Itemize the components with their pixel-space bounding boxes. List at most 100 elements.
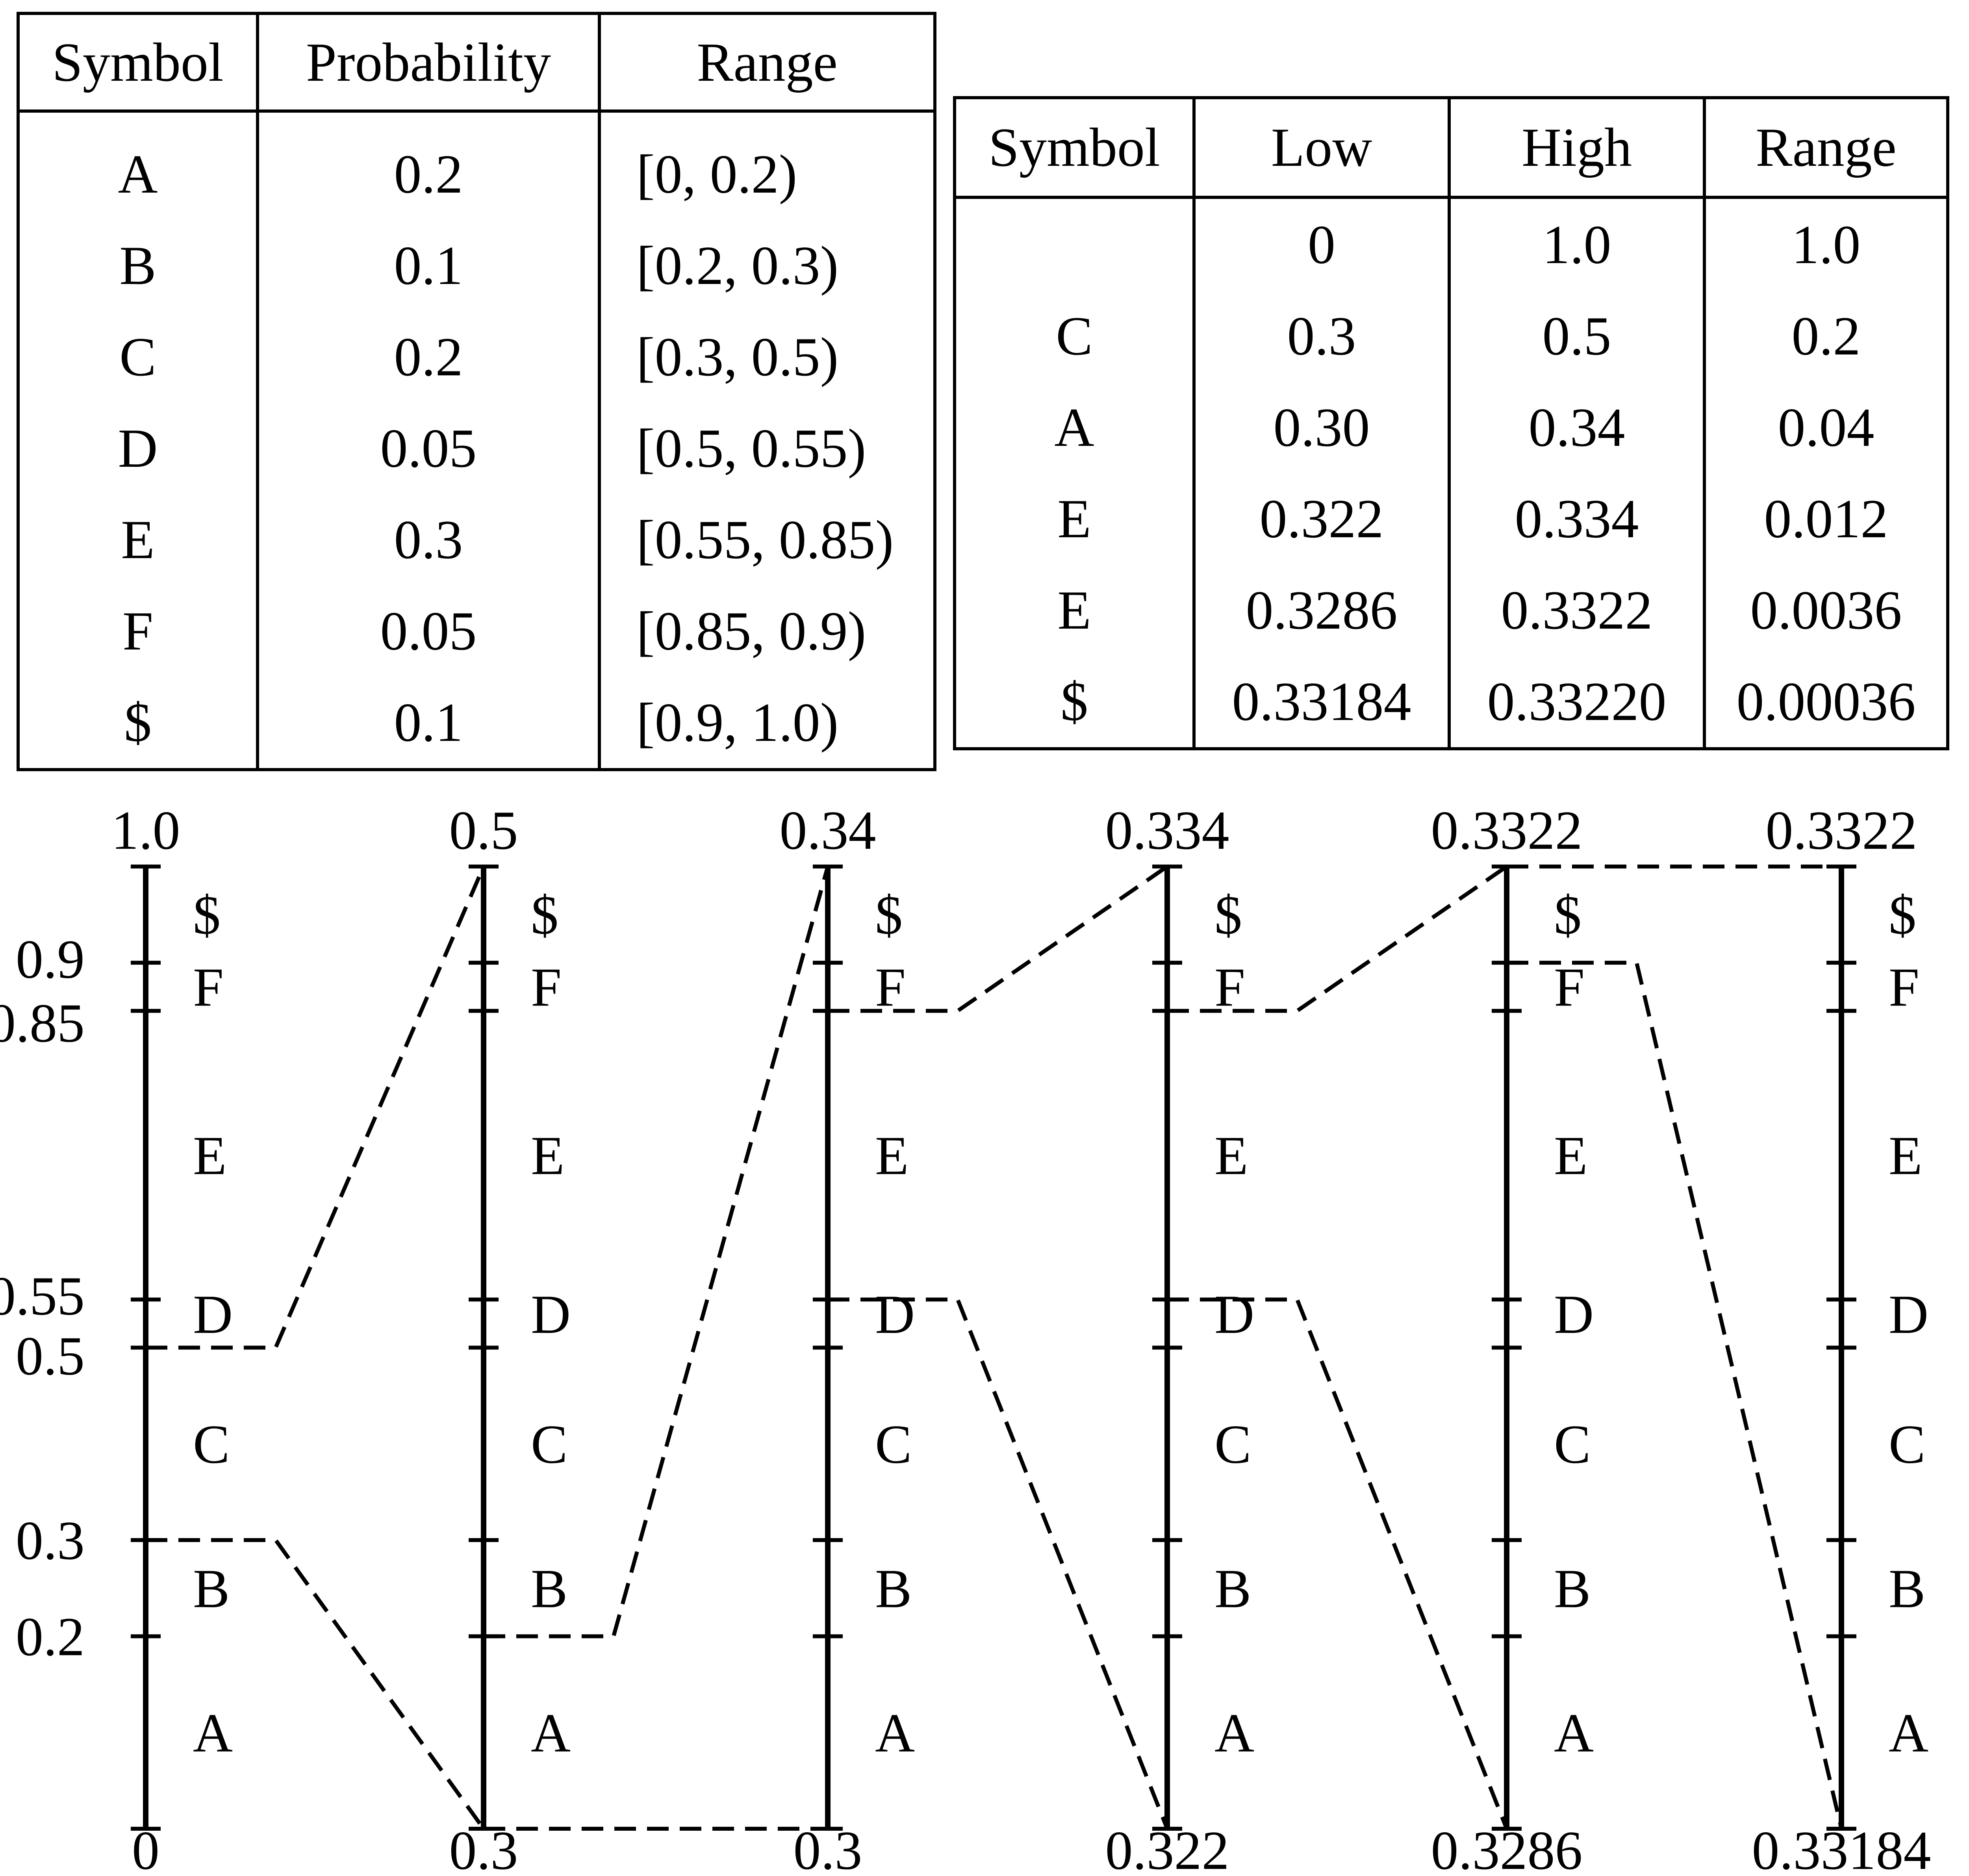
zoom-connector-upper [484,866,830,1638]
interval-symbol-label: E [1889,1125,1923,1186]
coding-table-low: 0.30 [1194,382,1451,473]
coding-table-high: 0.3322 [1449,564,1706,656]
interval-symbol-label: $ [1214,885,1242,946]
coding-table-header-symbol: Symbol [955,98,1196,199]
coding-table-row: E 0.322 0.334 0.012 [955,473,1948,564]
interval-symbol-label: A [1889,1703,1928,1764]
coding-table-range: 0.2 [1791,305,1861,367]
coding-table-row: E 0.3286 0.3322 0.0036 [955,564,1948,656]
probability-table-range: [0.5, 0.55) [636,418,866,479]
coding-table-row: A 0.30 0.34 0.04 [955,382,1948,473]
interval-symbol-label: A [1554,1703,1594,1764]
probability-table-probability: 0.05 [258,585,601,677]
coding-table-row: 0 1.0 1.0 [955,197,1948,290]
probability-table-symbol: F [18,585,259,677]
coding-table-row: $0.33184 0.33220 0.00036 [955,656,1948,749]
scale-top-label: 0.3322 [1431,800,1583,861]
interval-symbol-label: D [1554,1284,1594,1345]
scale-bottom-label: 0.33184 [1752,1820,1931,1876]
probability-table-row: E 0.3 [0.55, 0.85) [18,494,935,585]
probability-table-range: [0.85, 0.9) [636,600,866,662]
interval-symbol-label: F [1214,957,1245,1018]
probability-table-probability: 0.05 [258,403,601,494]
probability-table-row: D 0.05 [0.5, 0.55) [18,403,935,494]
interval-symbol-label: C [875,1414,912,1475]
coding-table-row: C 0.3 0.5 0.2 [955,290,1948,382]
coding-table-symbol: E [955,473,1196,564]
interval-symbol-label: D [193,1284,233,1345]
interval-symbol-label: A [531,1703,571,1764]
coding-table-range: 0.04 [1778,397,1874,458]
probability-table-range: [0.2, 0.3) [636,235,839,296]
interval-symbol-label: $ [1889,885,1916,946]
interval-symbol-label: F [875,957,906,1018]
probability-table-symbol: B [18,220,259,311]
probability-table-symbol: D [18,403,259,494]
probability-table-range: [0.55, 0.85) [636,509,894,570]
boundary-value-label: 0.9 [16,929,85,990]
boundary-value-label: 0.55 [0,1266,85,1327]
probability-table-row: A 0.2 [0, 0.2) [18,111,935,220]
interval-symbol-label: C [193,1414,230,1475]
probability-table-row: $0.1 [0.9, 1.0) [18,677,935,770]
scale-top-label: 0.334 [1105,800,1229,861]
interval-symbol-label: E [1554,1125,1588,1186]
scale-bottom-label: 0.3 [449,1820,518,1876]
probability-table-range: [0.9, 1.0) [636,692,839,753]
coding-table-symbol: A [955,382,1196,473]
interval-symbol-label: E [875,1125,909,1186]
coding-table-symbol: C [955,290,1196,382]
interval-symbol-label: E [1214,1125,1248,1186]
coding-table-low: 0.3 [1194,290,1451,382]
zoom-connector-upper [1167,865,1508,1013]
interval-symbol-label: E [193,1125,227,1186]
probability-table-probability: 0.2 [258,311,601,403]
interval-symbol-label: B [531,1558,567,1619]
coding-table-low: 0 [1194,197,1451,290]
coding-table-low: 0.3286 [1194,564,1451,656]
coding-table-symbol: E [955,564,1196,656]
interval-symbol-label: F [531,957,562,1018]
probability-table-row: C 0.2 [0.3, 0.5) [18,311,935,403]
zoom-connector-lower [146,1538,486,1830]
zoom-connector-lower [1167,1297,1509,1830]
coding-table-high: 0.5 [1449,290,1706,382]
coding-table-high: 0.33220 [1449,656,1706,749]
probability-table-symbol: E [18,494,259,585]
interval-symbol-label: C [531,1414,567,1475]
scale-top-label: 0.34 [780,800,876,861]
scale-bottom-label: 0.322 [1105,1820,1229,1876]
probability-table-range: [0, 0.2) [636,143,797,205]
scale-bottom-label: 0.3 [794,1820,862,1876]
probability-table-header-symbol: Symbol [18,13,259,113]
coding-table-high: 1.0 [1449,197,1706,290]
interval-symbol-label: A [193,1703,233,1764]
probability-table-probability: 0.3 [258,494,601,585]
coding-table-symbol [955,197,1196,290]
probability-table-row: F 0.05 [0.85, 0.9) [18,585,935,677]
probability-table-range: [0.3, 0.5) [636,326,839,388]
interval-symbol-label: B [1554,1558,1591,1619]
probability-table-row: B 0.1 [0.2, 0.3) [18,220,935,311]
interval-symbol-label: B [1214,1558,1251,1619]
interval-symbol-label: $ [1554,885,1582,946]
probability-table-probability: 0.1 [258,677,601,770]
zoom-connector-upper [828,865,1168,1013]
coding-table-high: 0.34 [1449,382,1706,473]
probability-table: Symbol Probability Range A 0.2 [0, 0.2) B 0.… [17,12,936,771]
coding-table-range: 1.0 [1791,214,1861,275]
boundary-value-label: 0.85 [0,993,85,1054]
zoom-connector-lower [1507,961,1843,1830]
zoom-connector-upper [146,866,486,1350]
interval-symbol-label: F [1554,957,1585,1018]
interval-symbol-label: $ [531,885,558,946]
interval-symbol-label: F [1889,957,1919,1018]
interval-symbol-label: B [193,1558,230,1619]
interval-symbol-label: C [1554,1414,1591,1475]
coding-table-range: 0.0036 [1750,579,1902,641]
probability-table-header-probability: Probability [258,13,601,113]
interval-symbol-label: $ [875,885,903,946]
coding-table-high: 0.334 [1449,473,1706,564]
interval-symbol-label: D [1889,1284,1928,1345]
